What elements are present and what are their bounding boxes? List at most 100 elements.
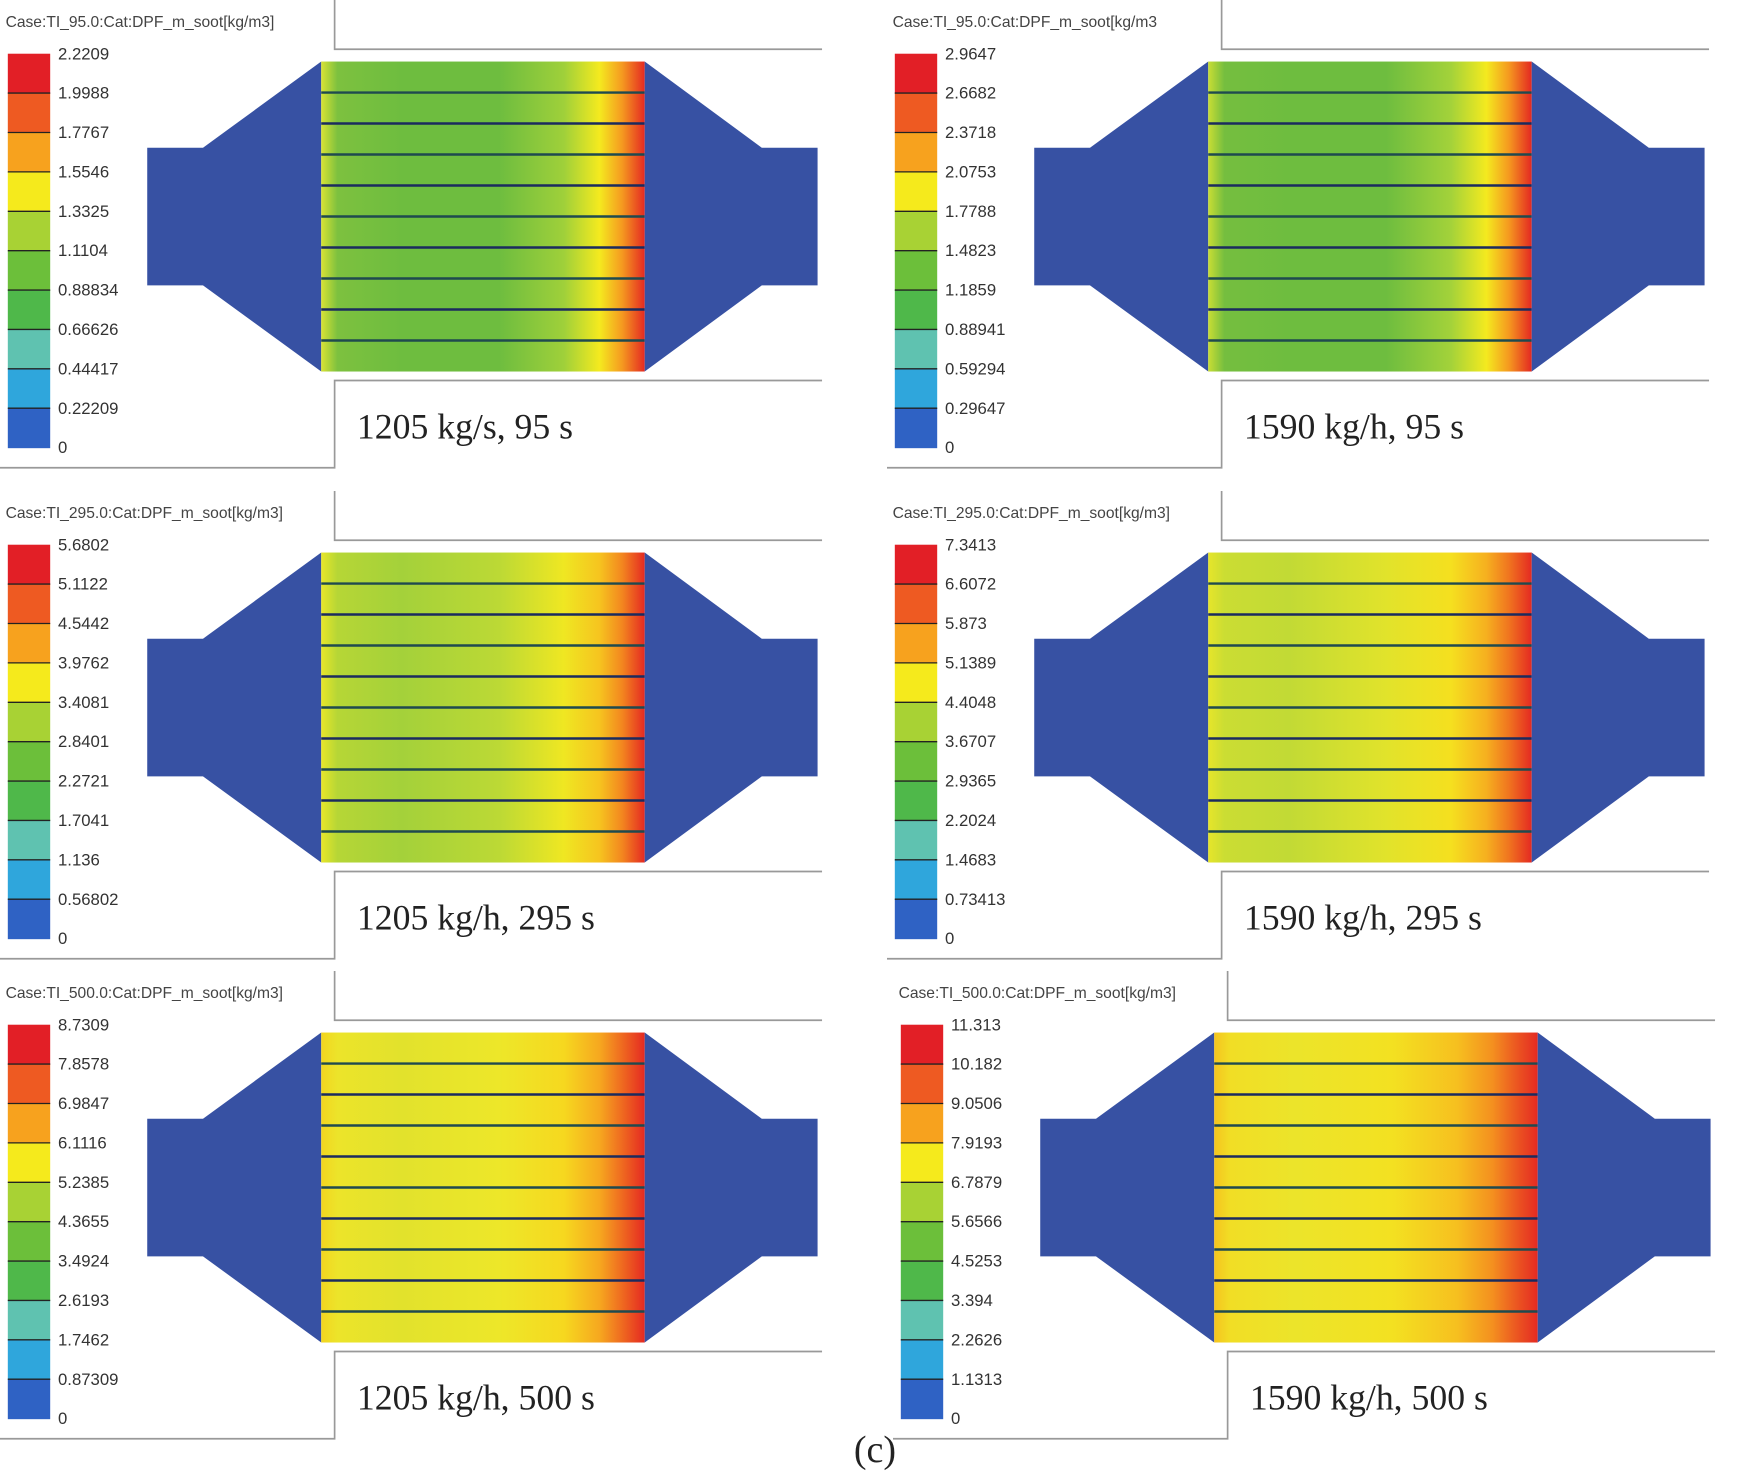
colorbar-band [894, 623, 938, 664]
colorbar-tick-label: 2.8401 [58, 732, 109, 751]
colorbar-tick-label: 1.7462 [58, 1330, 109, 1349]
colorbar [894, 544, 938, 940]
figure-caption: (c) [853, 1429, 897, 1471]
colorbar-band [7, 741, 51, 782]
colorbar-band [7, 329, 51, 370]
panel-1205-500s: Case:TI_500.0:Cat:DPF_m_soot[kg/m3] 8.730… [0, 971, 870, 1441]
colorbar-band [894, 544, 938, 585]
contour-plot: Case:TI_95.0:Cat:DPF_m_soot[kg/m3] 2.2209… [0, 0, 823, 469]
colorbar-band [894, 132, 938, 173]
colorbar-band [7, 1142, 51, 1183]
frame-line-bottom [887, 379, 1710, 469]
colorbar-band [900, 1261, 944, 1302]
panel-1590-500s: Case:TI_500.0:Cat:DPF_m_soot[kg/m3] 11.31… [893, 971, 1750, 1441]
legend-title: Case:TI_500.0:Cat:DPF_m_soot[kg/m3] [6, 985, 283, 1002]
frame-line-top [1220, 0, 1710, 51]
colorbar-tick-label: 4.4048 [945, 693, 996, 712]
colorbar-tick-label: 0 [58, 1409, 67, 1428]
colorbar-band [900, 1103, 944, 1144]
colorbar-tick-label: 3.4081 [58, 693, 109, 712]
panel-1205-95s: Case:TI_95.0:Cat:DPF_m_soot[kg/m3] 2.2209… [0, 0, 870, 470]
frame-line-bottom [887, 870, 1710, 960]
colorbar-band [894, 368, 938, 409]
colorbar-tick-label: 1.4683 [945, 850, 996, 869]
dpf-filter [1034, 61, 1705, 372]
colorbar-tick-label: 1.1859 [945, 281, 996, 300]
colorbar-tick-label: 0.22209 [58, 399, 118, 418]
colorbar-band [900, 1024, 944, 1065]
panel-1205-295s: Case:TI_295.0:Cat:DPF_m_soot[kg/m3] 5.680… [0, 491, 870, 961]
colorbar-tick-label: 7.3413 [945, 535, 996, 554]
colorbar-band [7, 171, 51, 212]
outlet-cone [644, 552, 818, 863]
contour-plot: Case:TI_500.0:Cat:DPF_m_soot[kg/m3] 8.730… [0, 971, 823, 1440]
colorbar-band [7, 623, 51, 664]
panel-1590-95s: Case:TI_95.0:Cat:DPF_m_soot[kg/m3 2.9647 2… [887, 0, 1750, 470]
colorbar-tick-label: 6.9847 [58, 1094, 109, 1113]
colorbar-band [894, 93, 938, 134]
colorbar-band [7, 53, 51, 94]
frame-line-bottom [0, 870, 823, 960]
colorbar-band [900, 1300, 944, 1341]
colorbar-band [900, 1142, 944, 1183]
legend-title: Case:TI_95.0:Cat:DPF_m_soot[kg/m3] [6, 14, 275, 31]
colorbar-tick-label: 7.9193 [951, 1133, 1002, 1152]
colorbar-band [7, 544, 51, 585]
legend-title: Case:TI_95.0:Cat:DPF_m_soot[kg/m3 [893, 14, 1157, 31]
contour-plot: Case:TI_500.0:Cat:DPF_m_soot[kg/m3] 11.31… [893, 971, 1716, 1440]
colorbar-band [7, 250, 51, 291]
colorbar-tick-label: 0.56802 [58, 890, 118, 909]
colorbar [900, 1024, 944, 1420]
inlet-cone [1034, 61, 1209, 372]
colorbar-tick-label: 6.1116 [58, 1133, 107, 1152]
colorbar-tick-label: 7.8578 [58, 1055, 109, 1074]
colorbar-band [900, 1339, 944, 1380]
colorbar-tick-label: 1.7788 [945, 202, 996, 221]
colorbar-tick-label: 0.88834 [58, 281, 118, 300]
colorbar-band [7, 1300, 51, 1341]
colorbar [7, 544, 51, 940]
panel-caption: 1590 kg/h, 95 s [1244, 407, 1464, 447]
contour-plot: Case:TI_295.0:Cat:DPF_m_soot[kg/m3] 7.341… [887, 491, 1710, 960]
colorbar-band [7, 859, 51, 900]
colorbar-band [7, 1064, 51, 1105]
colorbar-band [7, 1024, 51, 1065]
frame-line-bottom [0, 379, 823, 469]
colorbar-tick-label: 6.6072 [945, 575, 996, 594]
contour-plot: Case:TI_95.0:Cat:DPF_m_soot[kg/m3 2.9647 2… [887, 0, 1710, 469]
colorbar-tick-label: 0.44417 [58, 359, 118, 378]
colorbar-tick-label: 4.3655 [58, 1212, 109, 1231]
colorbar-band [7, 820, 51, 861]
colorbar-band [7, 211, 51, 252]
colorbar-tick-label: 8.7309 [58, 1015, 109, 1034]
colorbar-tick-label: 2.9365 [945, 772, 996, 791]
colorbar-band [7, 1261, 51, 1302]
colorbar-tick-label: 0.59294 [945, 359, 1005, 378]
colorbar-band [7, 662, 51, 703]
colorbar-tick-label: 5.6566 [951, 1212, 1002, 1231]
inlet-cone [1040, 1032, 1215, 1343]
colorbar-band [894, 741, 938, 782]
inlet-cone [147, 1032, 322, 1343]
colorbar-tick-label: 3.4924 [58, 1252, 109, 1271]
colorbar-tick-label: 2.0753 [945, 162, 996, 181]
panel-caption: 1590 kg/h, 500 s [1250, 1378, 1488, 1418]
colorbar-tick-label: 1.9988 [58, 84, 109, 103]
legend-title: Case:TI_295.0:Cat:DPF_m_soot[kg/m3] [6, 505, 283, 522]
colorbar-band [7, 1182, 51, 1223]
colorbar-band [900, 1064, 944, 1105]
colorbar-band [7, 290, 51, 331]
colorbar-tick-label: 9.0506 [951, 1094, 1002, 1113]
dpf-filter [147, 61, 818, 372]
panel-caption: 1205 kg/s, 95 s [357, 407, 573, 447]
colorbar-tick-label: 2.2024 [945, 811, 996, 830]
frame-line-bottom [893, 1350, 1716, 1440]
colorbar-tick-label: 0.29647 [945, 399, 1005, 418]
colorbar [894, 53, 938, 449]
colorbar-band [7, 408, 51, 449]
dpf-filter [147, 1032, 818, 1343]
colorbar-tick-label: 2.9647 [945, 44, 996, 63]
colorbar [7, 1024, 51, 1420]
colorbar-tick-label: 0 [951, 1409, 960, 1428]
colorbar-tick-label: 5.2385 [58, 1173, 109, 1192]
